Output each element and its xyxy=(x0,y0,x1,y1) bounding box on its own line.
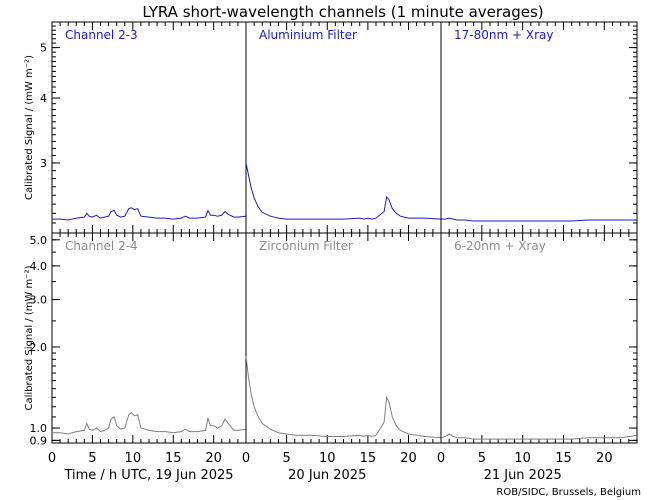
panel-title: 17-80nm + Xray xyxy=(454,28,553,42)
x-tick-label: 15 xyxy=(360,451,377,466)
series-line xyxy=(245,356,442,439)
x-tick-label: 0 xyxy=(242,451,250,466)
panel-grid: Calibrated Signal / (mW m⁻²) 3 4 5 Channel 2… xyxy=(24,21,638,483)
x-tick-label: 0 xyxy=(48,451,56,466)
y-tick-label: 5 xyxy=(40,42,47,55)
panel-frame xyxy=(51,21,247,234)
panel-title: Channel 2-4 xyxy=(65,239,138,253)
y-tick-label: 0.9 xyxy=(30,434,48,447)
y-tick-label: 3.0 xyxy=(30,294,48,307)
y-tick-label: 3 xyxy=(40,157,47,170)
x-tick-label: 10 xyxy=(125,451,142,466)
y-tick-label: 2.0 xyxy=(30,341,48,354)
panel-title: Zirconium Filter xyxy=(259,239,353,253)
x-tick-label: 15 xyxy=(165,451,182,466)
y-axis-label: Calibrated Signal / (mW m⁻²) xyxy=(24,265,35,410)
x-tick-label: 5 xyxy=(88,451,96,466)
footer-credit: ROB/SIDC, Brussels, Belgium xyxy=(496,487,641,498)
x-day-label: 21 Jun 2025 xyxy=(484,468,562,483)
panel-frame xyxy=(51,232,247,444)
series-line xyxy=(441,217,637,222)
y-tick-label: 1.0 xyxy=(30,422,48,435)
panel-title: 6-20nm + Xray xyxy=(454,239,546,253)
x-day-label: 20 Jun 2025 xyxy=(288,468,366,483)
x-tick-label: 5 xyxy=(478,451,486,466)
y-tick-label: 4 xyxy=(40,92,47,105)
x-day-label: Time / h UTC, 19 Jun 2025 xyxy=(63,468,233,483)
panel-frame xyxy=(440,232,638,444)
y-tick-label: 5.0 xyxy=(30,234,48,247)
x-tick-label: 0 xyxy=(437,451,445,466)
x-tick-label: 5 xyxy=(282,451,290,466)
x-tick-label: 15 xyxy=(555,451,572,466)
x-tick-label: 10 xyxy=(514,451,531,466)
x-tick-label: 20 xyxy=(400,451,417,466)
panel-frame xyxy=(440,21,638,234)
x-tick-label: 20 xyxy=(205,451,222,466)
chart-title: LYRA short-wavelength channels (1 minute… xyxy=(142,3,543,21)
panel-title: Channel 2-3 xyxy=(65,28,138,42)
y-tick-label: 4.0 xyxy=(30,260,48,273)
panel-frame xyxy=(245,232,442,444)
y-axis-label: Calibrated Signal / (mW m⁻²) xyxy=(24,55,35,200)
x-tick-label: 10 xyxy=(319,451,336,466)
series-line xyxy=(52,412,247,435)
panel-frame xyxy=(245,21,442,234)
x-tick-label: 20 xyxy=(596,451,613,466)
series-line xyxy=(245,162,442,220)
series-line xyxy=(440,433,638,440)
series-line xyxy=(52,207,247,221)
panel-title: Aluminium Filter xyxy=(259,28,357,42)
